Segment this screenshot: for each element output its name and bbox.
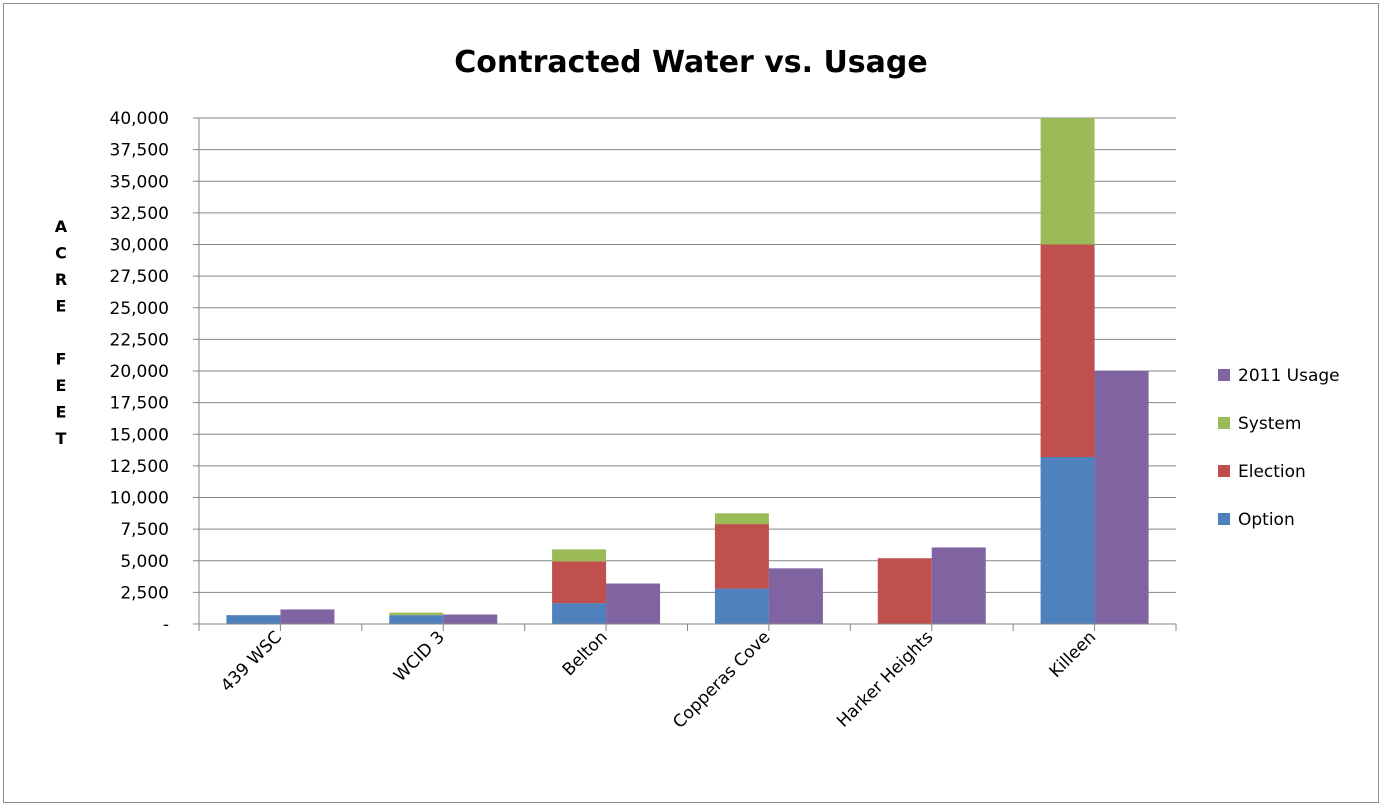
y-axis-label-letter: T bbox=[56, 429, 67, 448]
bar-option bbox=[714, 588, 769, 624]
bar-election bbox=[877, 558, 932, 624]
y-axis-label-letter: E bbox=[56, 376, 67, 395]
y-axis-label-letter: C bbox=[55, 244, 67, 263]
bar-2011-usage bbox=[606, 583, 661, 624]
y-tick-label: 10,000 bbox=[110, 489, 169, 509]
x-tick-label: Killeen bbox=[1046, 627, 1100, 681]
x-tick-label: Copperas Cove bbox=[669, 627, 774, 732]
bar-2011-usage bbox=[768, 568, 823, 624]
bars bbox=[226, 118, 1149, 624]
x-tick-label: Harker Heights bbox=[833, 627, 937, 731]
y-tick-label: 30,000 bbox=[110, 236, 169, 256]
legend-label: 2011 Usage bbox=[1238, 366, 1340, 386]
bar-option bbox=[389, 615, 444, 624]
legend-label: System bbox=[1238, 414, 1301, 434]
legend-swatch-election bbox=[1218, 465, 1230, 477]
y-tick-label: 25,000 bbox=[110, 299, 169, 319]
bar-system bbox=[389, 612, 444, 616]
y-axis-label-letter: A bbox=[55, 217, 68, 236]
y-tick-label: 15,000 bbox=[110, 425, 169, 445]
y-tick-label: 2,500 bbox=[120, 583, 169, 603]
bar-election bbox=[714, 524, 769, 589]
y-axis-label-letter: E bbox=[56, 297, 67, 316]
x-tick-label: Belton bbox=[559, 627, 612, 680]
legend-swatch-2011-usage bbox=[1218, 369, 1230, 381]
y-tick-label: 37,500 bbox=[110, 141, 169, 161]
legend-label: Election bbox=[1238, 462, 1306, 482]
bar-2011-usage bbox=[443, 614, 498, 624]
y-axis-label-letter: R bbox=[55, 270, 67, 289]
y-tick-label: 5,000 bbox=[120, 552, 169, 572]
y-tick-label: 32,500 bbox=[110, 204, 169, 224]
axes bbox=[193, 117, 1177, 631]
legend-swatch-option bbox=[1218, 513, 1230, 525]
y-tick-label: - bbox=[163, 615, 169, 635]
y-tick-label: 40,000 bbox=[110, 109, 169, 129]
bar-system bbox=[1040, 118, 1095, 245]
bar-2011-usage bbox=[931, 547, 986, 624]
y-tick-label: 17,500 bbox=[110, 394, 169, 414]
bar-option bbox=[552, 603, 607, 624]
bar-2011-usage bbox=[1094, 371, 1149, 624]
legend-swatch-system bbox=[1218, 417, 1230, 429]
y-tick-label: 22,500 bbox=[110, 330, 169, 350]
bar-option bbox=[1040, 457, 1095, 624]
x-tick-label: 439 WSC bbox=[217, 627, 286, 696]
bar-option bbox=[226, 615, 281, 624]
y-tick-label: 35,000 bbox=[110, 172, 169, 192]
chart-title: Contracted Water vs. Usage bbox=[454, 45, 927, 80]
x-tick-labels: 439 WSC WCID 3 Belton Copperas Cove Harker H… bbox=[217, 627, 1100, 732]
bar-election bbox=[552, 561, 607, 604]
bar-election bbox=[1040, 244, 1095, 458]
y-tick-label: 12,500 bbox=[110, 457, 169, 477]
bar-system bbox=[714, 513, 769, 525]
y-tick-label: 20,000 bbox=[110, 362, 169, 382]
x-tick-label: WCID 3 bbox=[390, 627, 449, 686]
gridlines bbox=[199, 117, 1176, 593]
y-tick-label: 27,500 bbox=[110, 267, 169, 287]
y-axis-label-letter: E bbox=[56, 403, 67, 422]
bar-2011-usage bbox=[280, 609, 335, 624]
legend-label: Option bbox=[1238, 510, 1295, 530]
y-tick-labels: - 2,500 5,000 7,500 10,000 12,500 15,000 17,500… bbox=[110, 109, 169, 635]
legend: 2011 Usage System Election Option bbox=[1218, 366, 1340, 530]
y-axis-label-letter: F bbox=[56, 350, 67, 369]
y-tick-label: 7,500 bbox=[120, 520, 169, 540]
bar-system bbox=[552, 549, 607, 562]
